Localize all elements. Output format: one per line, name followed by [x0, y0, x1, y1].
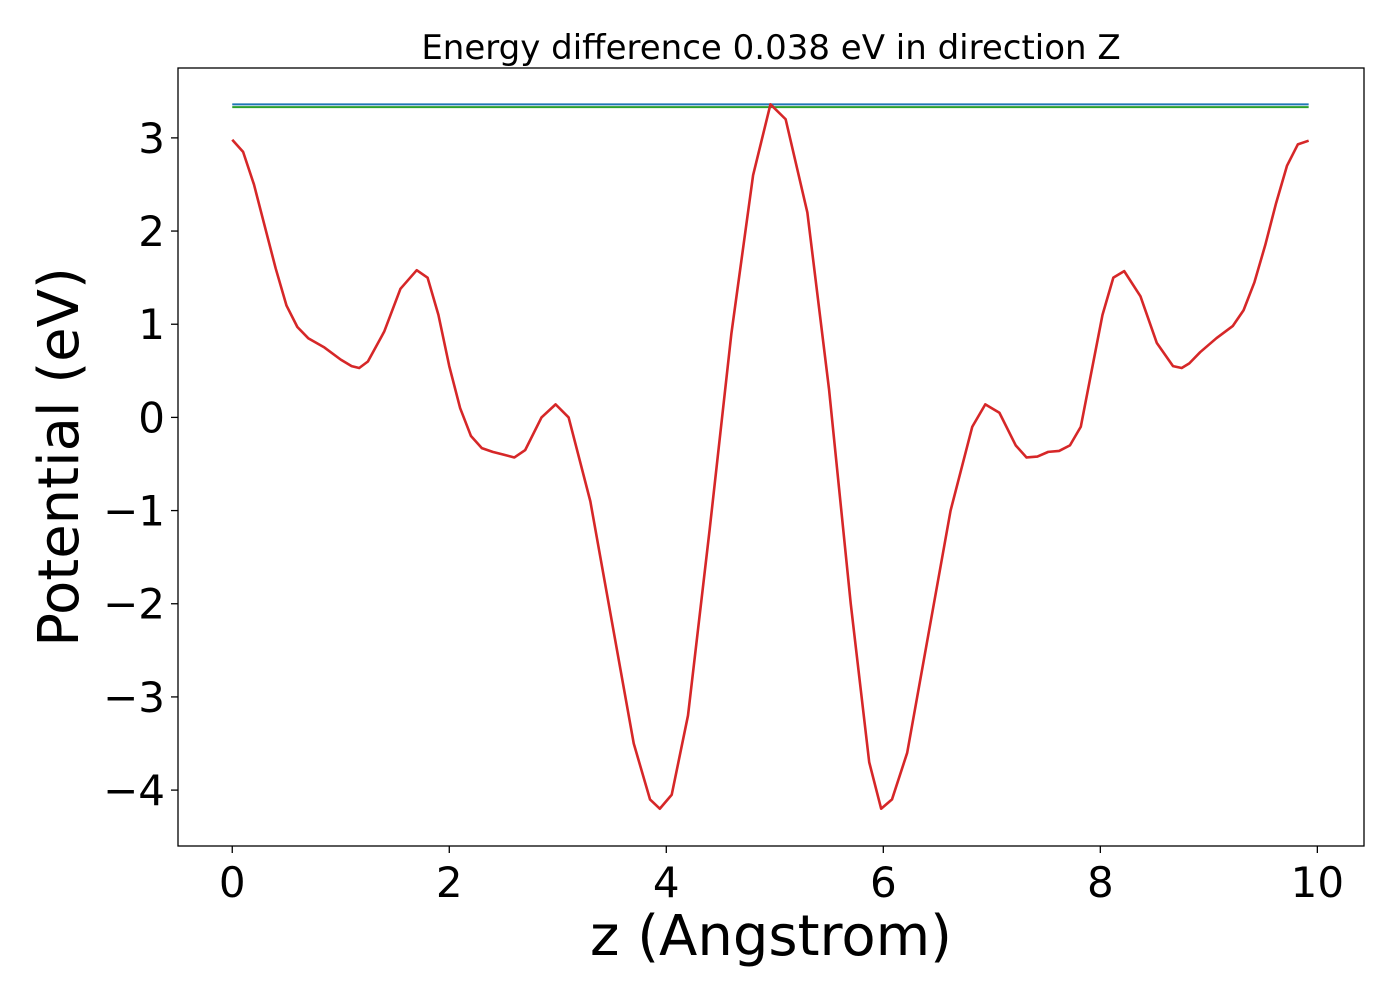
x-axis: 0 2 4 6 8 10	[219, 846, 1344, 907]
plot-area	[231, 103, 1310, 811]
y-tick-label: 1	[138, 300, 165, 349]
y-tick-label: −3	[103, 673, 165, 722]
x-tick-label: 6	[870, 858, 897, 907]
x-tick-label: 10	[1291, 858, 1344, 907]
x-tick-label: 4	[653, 858, 680, 907]
x-tick-label: 0	[219, 858, 246, 907]
y-axis-label: Potential (eV)	[27, 267, 92, 647]
y-tick-label: −4	[103, 766, 165, 815]
x-axis-label: z (Angstrom)	[590, 904, 952, 969]
y-tick-label: 2	[138, 207, 165, 256]
x-tick-label: 2	[436, 858, 463, 907]
x-tick-label: 8	[1087, 858, 1114, 907]
y-tick-label: −2	[103, 580, 165, 629]
y-tick-label: 3	[138, 114, 165, 163]
y-tick-label: −1	[103, 487, 165, 536]
chart-title: Energy difference 0.038 eV in direction …	[421, 28, 1120, 68]
y-tick-label: 0	[138, 393, 165, 442]
y-axis: −4 −3 −2 −1 0 1 2 3	[103, 114, 178, 815]
plot-frame	[177, 67, 1365, 847]
series-line-3	[231, 103, 1310, 811]
